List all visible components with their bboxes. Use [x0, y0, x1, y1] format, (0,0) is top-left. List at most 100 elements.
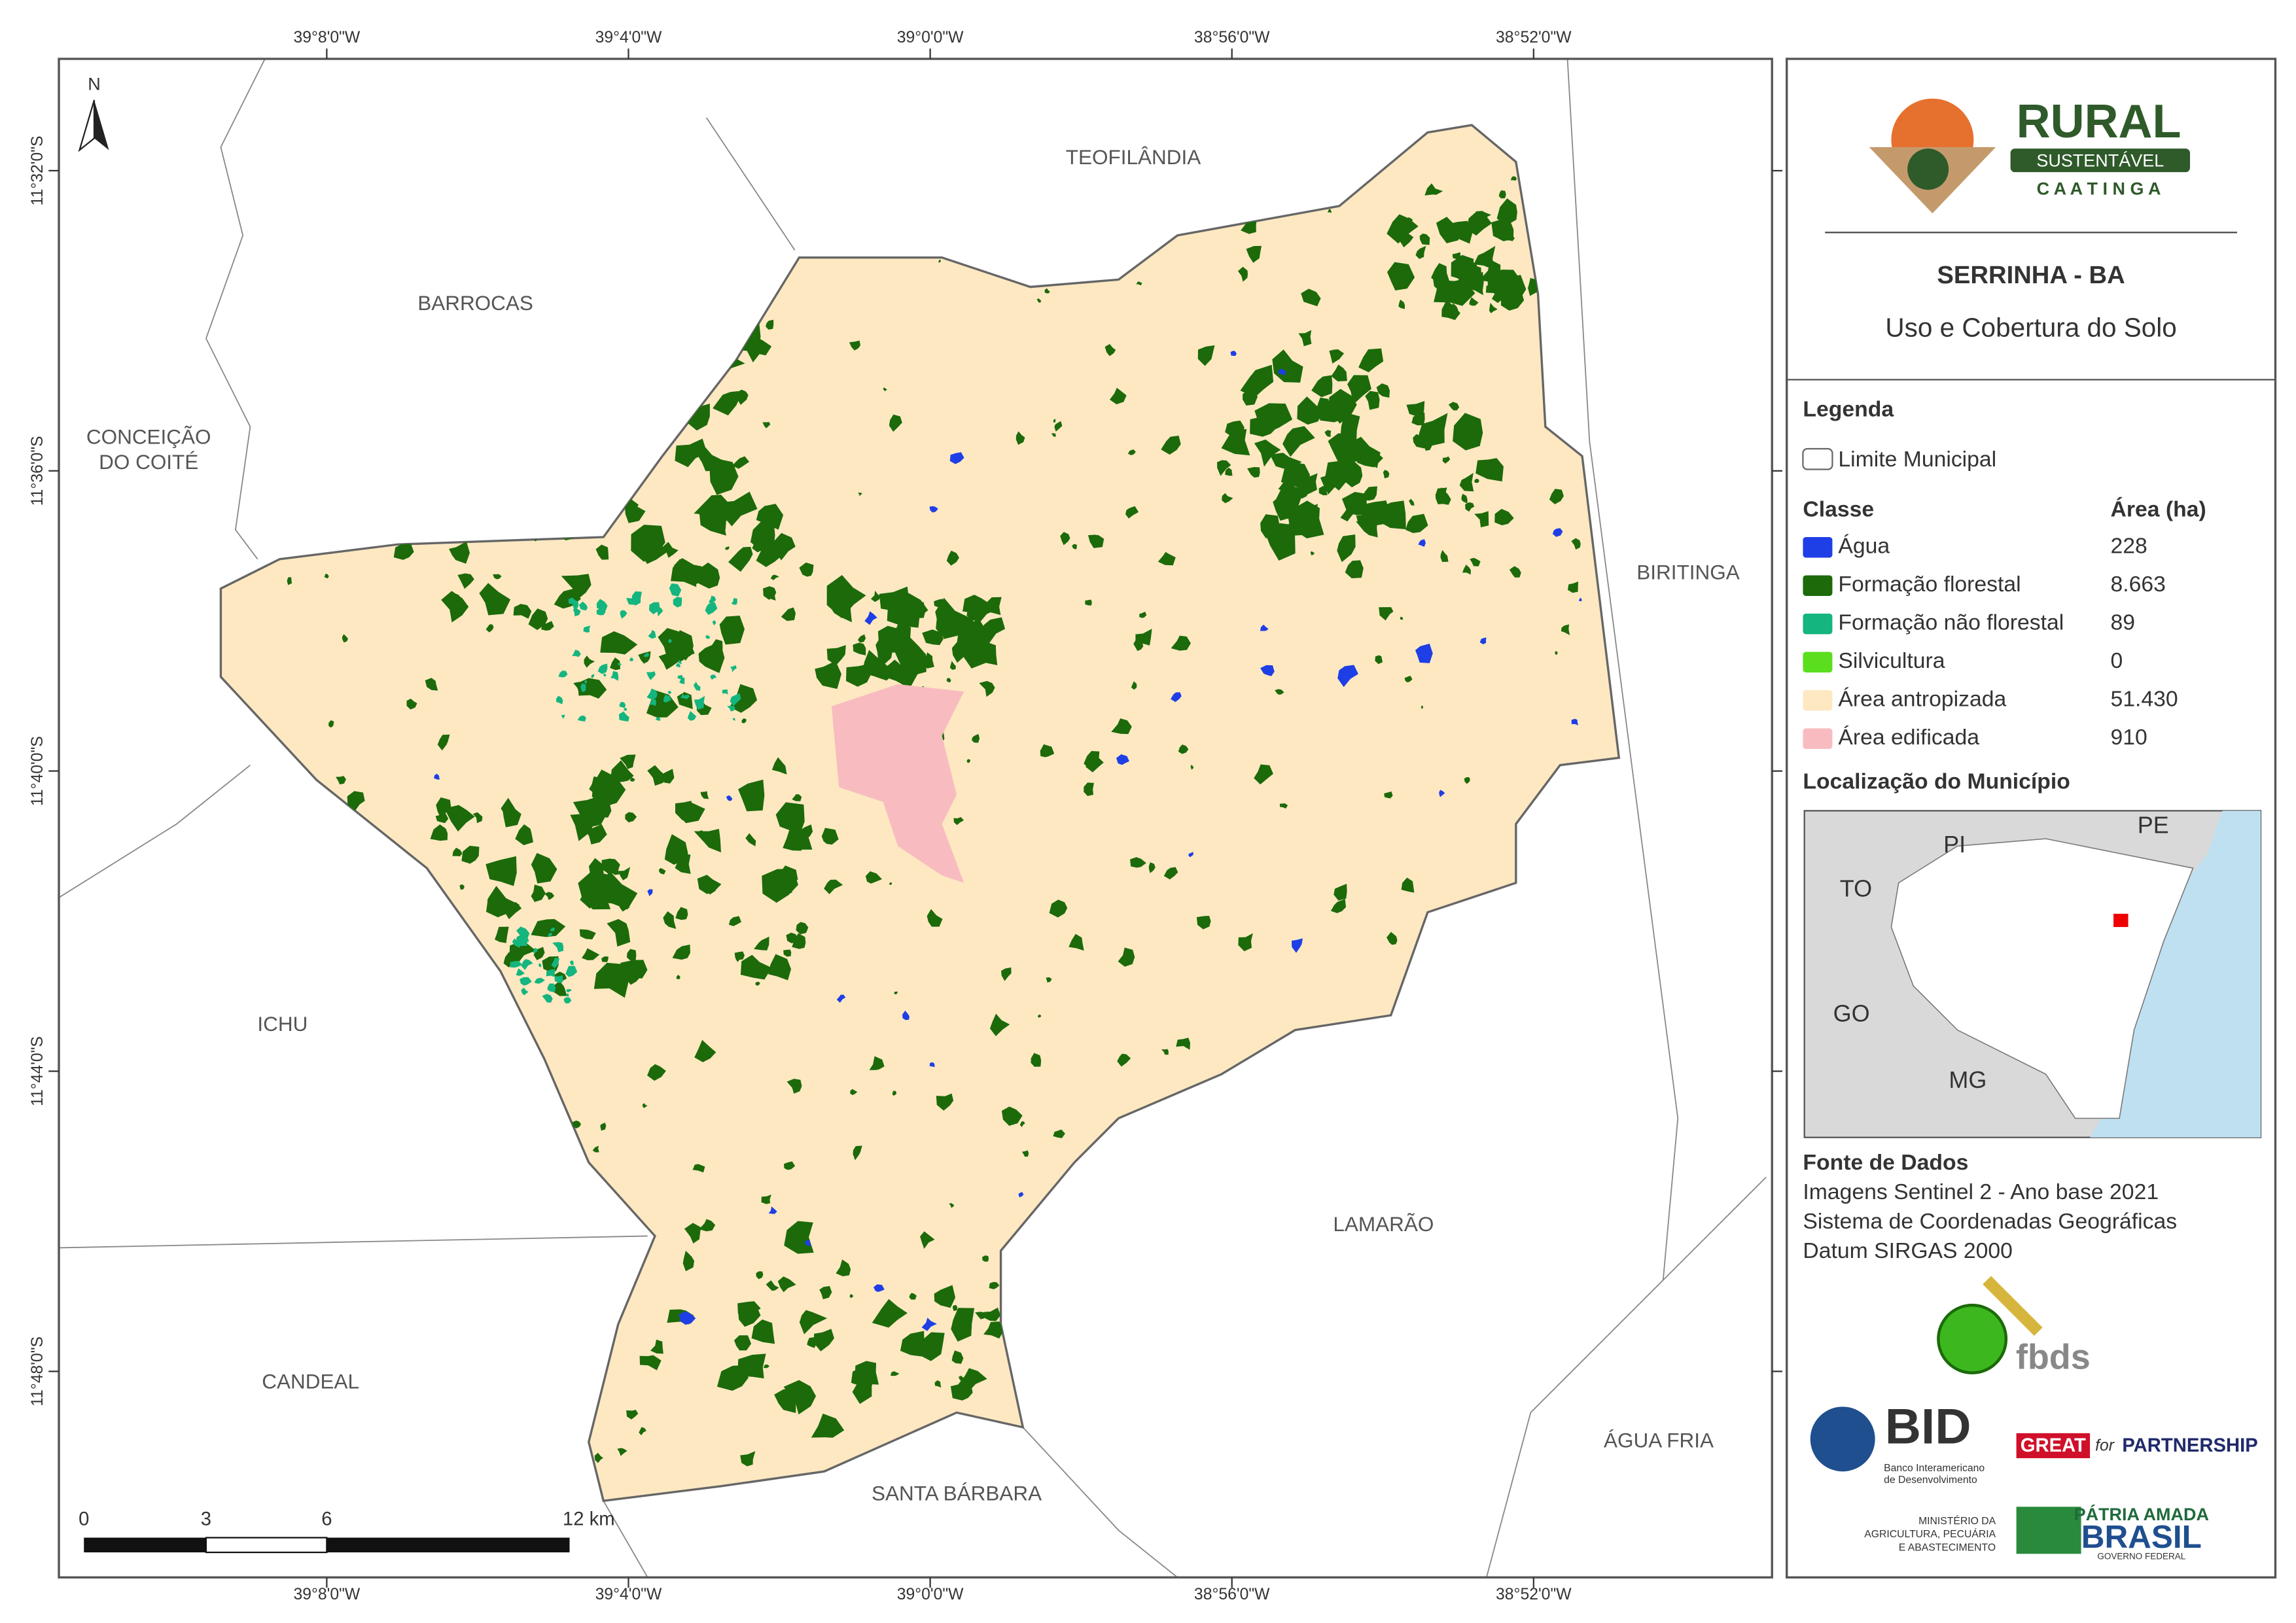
land-patch: [1345, 560, 1364, 578]
land-patch: [629, 777, 635, 782]
land-patch: [656, 717, 661, 722]
land-patch: [592, 1145, 599, 1153]
land-patch: [1272, 349, 1303, 383]
north-arrow-left: [78, 99, 96, 152]
land-patch: [459, 884, 465, 890]
land-patch: [1400, 616, 1404, 620]
land-patch: [712, 620, 716, 625]
land-patch: [542, 994, 553, 1003]
land-patch: [949, 452, 964, 464]
land-patch: [807, 1336, 817, 1348]
land-patch: [479, 583, 511, 616]
land-patch: [1358, 348, 1384, 373]
land-patch: [620, 754, 636, 769]
boundary-line: [705, 117, 796, 251]
boundary-label: Limite Municipal: [1838, 447, 1996, 472]
land-patch: [754, 936, 769, 951]
land-patch: [393, 543, 414, 560]
land-patch: [1405, 217, 1413, 223]
land-patch: [989, 1282, 1000, 1289]
land-patch: [1571, 718, 1578, 725]
scale-label: 12 km: [563, 1509, 615, 1529]
land-patch: [1130, 857, 1146, 868]
land-patch: [1329, 349, 1345, 364]
place-label: TEOFILÂNDIA: [1066, 145, 1201, 169]
land-patch: [1016, 431, 1025, 445]
land-patch: [515, 824, 533, 846]
land-patch: [938, 260, 941, 263]
land-patch: [766, 319, 774, 330]
land-patch: [679, 1311, 696, 1325]
scale-segment: [205, 1537, 328, 1554]
latitude-label: 11°36'0"S: [29, 436, 46, 506]
land-patch: [1453, 413, 1483, 451]
land-patch: [1260, 514, 1280, 539]
land-patch: [1488, 261, 1496, 268]
scale-bar: [84, 1537, 570, 1554]
land-patch: [1561, 624, 1570, 636]
land-patch: [920, 1231, 935, 1249]
land-patch: [934, 1285, 956, 1308]
land-patch: [565, 993, 569, 997]
land-patch: [687, 710, 697, 721]
land-patch: [675, 801, 694, 820]
state-label: PI: [1943, 831, 1966, 858]
land-patch: [1470, 557, 1481, 567]
land-patch: [531, 918, 566, 937]
land-patch: [1479, 637, 1487, 644]
map-subtitle: Uso e Cobertura do Solo: [1885, 313, 2176, 343]
land-patch: [805, 1240, 811, 1247]
land-patch: [862, 650, 888, 679]
land-patch: [610, 657, 620, 671]
land-patch: [639, 1427, 646, 1435]
land-patch: [1333, 883, 1347, 901]
scale-label: 3: [201, 1509, 211, 1529]
land-patch: [826, 575, 866, 618]
land-patch: [1221, 428, 1250, 456]
fbds-logo-bar: [1983, 1276, 2043, 1336]
land-patch: [1340, 507, 1354, 522]
legend-swatch: [1803, 652, 1833, 672]
land-patch: [692, 1164, 705, 1173]
legend-class: Área edificada: [1838, 725, 1979, 750]
land-patch: [1331, 364, 1347, 382]
land-patch: [737, 1353, 766, 1379]
land-patch: [1036, 298, 1042, 303]
land-patch: [648, 698, 657, 707]
land-patch: [1053, 1129, 1065, 1138]
land-patch: [679, 677, 685, 684]
boundary-line: [59, 1235, 648, 1249]
land-patch: [1188, 852, 1194, 858]
land-patch: [516, 926, 530, 939]
land-patch: [533, 947, 545, 960]
land-patch: [674, 635, 682, 642]
land-patch: [595, 544, 609, 560]
land-patch: [670, 651, 681, 661]
scale-label: 0: [79, 1509, 89, 1529]
scale-label: 6: [321, 1509, 332, 1529]
land-patch: [1148, 862, 1156, 873]
land-patch: [600, 631, 638, 655]
land-patch: [1411, 412, 1425, 426]
land-patch: [1250, 411, 1279, 437]
land-patch: [577, 715, 586, 722]
land-patch: [1046, 977, 1052, 983]
land-patch: [434, 773, 440, 780]
great-text: GREAT: [2021, 1435, 2086, 1456]
land-patch: [959, 1375, 965, 1382]
state-label: MG: [1949, 1066, 1987, 1093]
boundary-line: [1485, 1280, 1664, 1578]
land-patch: [730, 693, 741, 707]
land-patch: [510, 960, 523, 968]
land-patch: [917, 653, 924, 661]
logo-region: C A A T I N G A: [2037, 179, 2161, 198]
land-patch: [1377, 500, 1406, 530]
land-patch: [1110, 387, 1127, 405]
land-patch: [610, 671, 619, 681]
land-patch: [768, 954, 792, 981]
land-patch: [693, 682, 701, 691]
land-patch: [705, 602, 718, 615]
land-patch: [1555, 651, 1558, 655]
land-patch: [984, 1307, 1001, 1321]
land-patch: [610, 760, 634, 783]
